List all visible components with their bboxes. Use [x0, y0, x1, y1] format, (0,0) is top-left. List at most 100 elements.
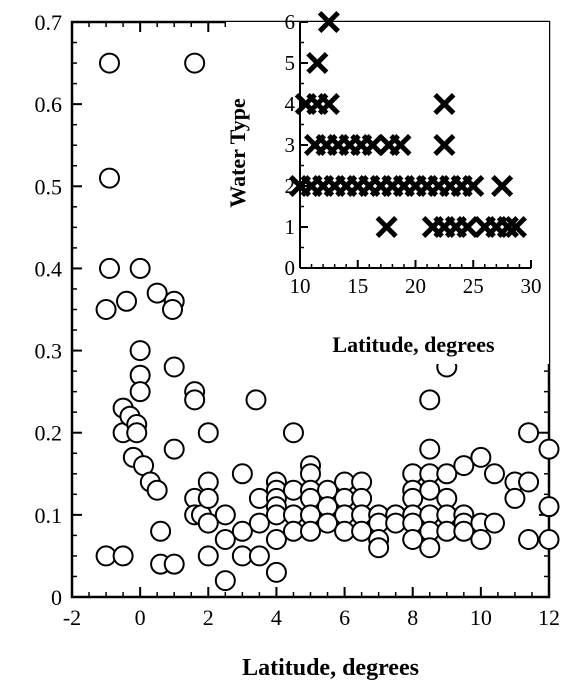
main-plot: -2 0 2 4 6 8 10 1200.10.20.30.40.50.60.7Latitud…: [35, 10, 561, 681]
y-tick-label: 0: [51, 585, 62, 610]
inset-y-tick-label: 2: [285, 174, 296, 198]
data-point: [214, 529, 236, 550]
inset-plot: 0 1 2 3 4 5 6 10 15 20 25 30 Latitude, degrees Water …: [225, 10, 549, 364]
inset-data-point: [361, 133, 384, 157]
inset-data-point: [433, 133, 456, 157]
data-point: [504, 487, 526, 509]
inset-data-point: [375, 215, 398, 239]
inset-y-tick-label: 5: [285, 51, 296, 75]
data-point: [184, 389, 206, 411]
data-point: [538, 496, 560, 518]
data-point: [197, 422, 219, 444]
inset-y-tick-label: 6: [285, 10, 296, 34]
inset-y-tick-label: 0: [285, 256, 296, 280]
data-point: [470, 446, 492, 468]
y-tick-label: 0.7: [35, 10, 63, 35]
y-tick-label: 0.2: [35, 421, 63, 446]
data-point: [300, 520, 321, 542]
data-point: [518, 529, 540, 550]
inset-x-axis-title: Latitude, degrees: [332, 332, 495, 357]
data-point: [116, 290, 138, 312]
x-axis-title: Latitude, degrees: [242, 655, 419, 681]
data-point: [163, 356, 185, 378]
inset-data-point: [433, 92, 456, 116]
data-point: [538, 529, 560, 550]
inset-data-point: [462, 174, 485, 198]
x-tick-label: 4: [271, 605, 282, 630]
data-point: [419, 479, 441, 501]
data-point: [231, 463, 253, 485]
data-point: [163, 553, 185, 575]
y-tick-label: 0.6: [35, 92, 63, 117]
data-point: [129, 381, 151, 403]
data-point: [146, 282, 168, 304]
data-point: [146, 479, 168, 501]
inset-x-tick-label: 15: [347, 274, 368, 298]
x-tick-label: 8: [407, 605, 418, 630]
data-point: [98, 52, 120, 74]
data-point: [129, 340, 151, 362]
x-tick-label: -2: [63, 605, 81, 630]
data-point: [368, 537, 390, 559]
data-point: [518, 422, 540, 444]
data-point: [197, 512, 219, 534]
inset-data-point: [456, 215, 479, 239]
inset-data-point: [504, 215, 528, 239]
data-point: [231, 520, 253, 542]
x-tick-label: 0: [135, 605, 146, 630]
y-tick-label: 0.4: [35, 256, 63, 281]
data-point: [538, 438, 560, 460]
x-tick-label: 6: [339, 605, 350, 630]
inset-y-tick-label: 3: [285, 133, 296, 157]
y-tick-label: 0.5: [35, 174, 63, 199]
inset-x-tick-label: 25: [463, 274, 484, 298]
inset-data-point: [491, 174, 514, 198]
inset-data-point: [317, 10, 340, 34]
inset-y-tick-label: 1: [285, 215, 296, 239]
inset-x-tick-label: 20: [405, 274, 426, 298]
y-tick-label: 0.1: [35, 503, 63, 528]
data-point: [483, 463, 505, 485]
inset-data-point: [317, 92, 340, 116]
x-tick-label: 12: [538, 605, 560, 630]
data-point: [95, 299, 117, 320]
data-point: [214, 504, 236, 526]
inset-data-point: [389, 133, 412, 157]
x-tick-label: 10: [470, 605, 492, 630]
data-point: [214, 570, 236, 592]
data-point: [282, 422, 304, 444]
y-tick-label: 0.3: [35, 339, 63, 364]
data-point: [518, 471, 540, 493]
data-point: [265, 529, 287, 550]
data-point: [245, 389, 267, 411]
data-point: [184, 52, 206, 74]
data-point: [265, 561, 287, 583]
inset-y-axis-title: Water Type: [225, 98, 250, 208]
data-point: [402, 529, 424, 550]
data-point: [129, 257, 151, 279]
data-point: [419, 438, 441, 460]
data-point: [248, 545, 270, 567]
data-point: [419, 537, 441, 559]
data-point: [150, 520, 172, 542]
data-point: [453, 455, 475, 477]
data-point: [317, 512, 339, 534]
data-point: [453, 520, 475, 542]
data-point: [483, 512, 505, 534]
inset-data-point: [306, 51, 329, 75]
data-point: [98, 257, 120, 279]
inset-y-tick-label: 4: [285, 92, 296, 116]
data-point: [248, 512, 270, 534]
data-point: [112, 545, 134, 567]
inset-x-tick-label: 30: [521, 274, 542, 298]
x-tick-label: 2: [203, 605, 214, 630]
data-point: [98, 167, 120, 189]
data-point: [197, 487, 219, 509]
data-point: [419, 389, 441, 411]
data-point: [162, 299, 184, 320]
data-point: [351, 520, 373, 542]
data-point: [126, 422, 148, 444]
inset-x-tick-label: 10: [290, 274, 311, 298]
data-point: [436, 463, 458, 485]
